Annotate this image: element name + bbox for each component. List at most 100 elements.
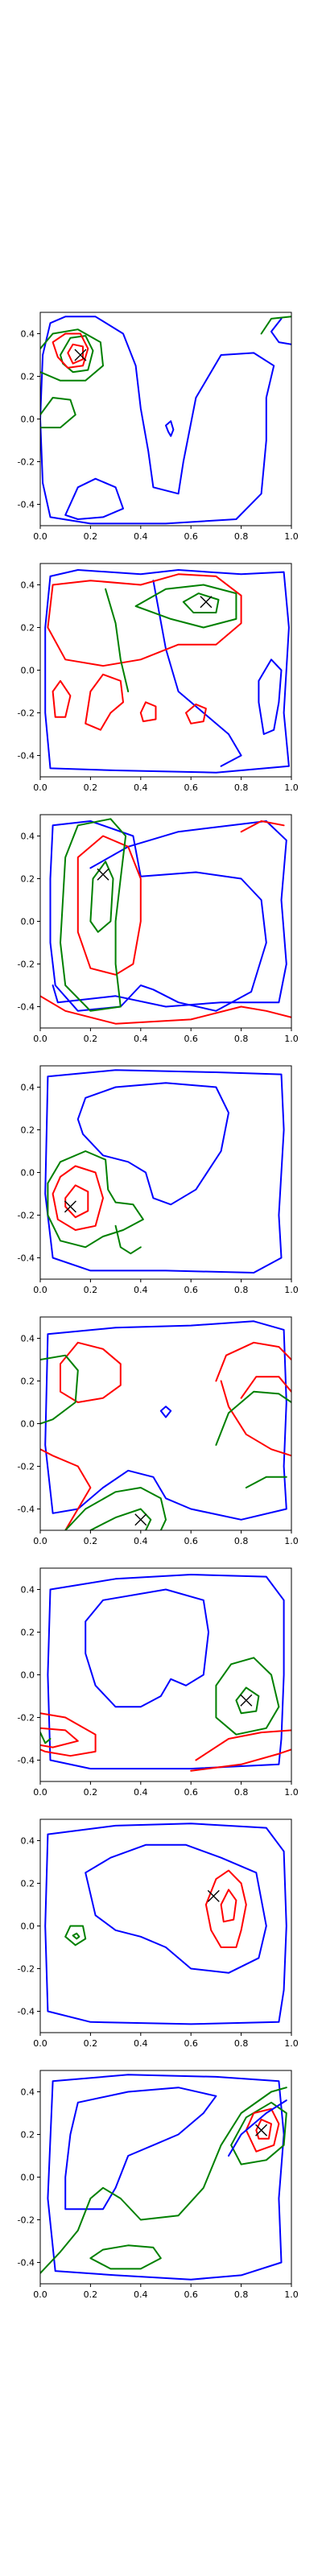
- x-tick-label: 1.0: [284, 2038, 299, 2049]
- contour-line-3: [165, 420, 175, 437]
- x-tick-label: 0.6: [184, 1285, 198, 1295]
- contour-line-6: [114, 1224, 142, 1255]
- y-tick-label: 0.0: [21, 1922, 35, 1932]
- x-tick-label: 0.4: [134, 2038, 148, 2049]
- contour-line-1: [44, 1069, 285, 1274]
- contour-line-6: [85, 673, 124, 731]
- y-tick-label: 0.4: [21, 329, 35, 340]
- contour-line-8: [260, 316, 291, 335]
- x-tick-label: 0.6: [184, 2038, 198, 2049]
- x-tick-label: 0.0: [33, 1536, 47, 1546]
- contour-line-2: [64, 477, 124, 520]
- y-tick-label: -0.4: [18, 2007, 35, 2017]
- subplot-5: 0.0 0.2 0.4 0.6 0.8 1.0 0.4 0.2 0.0 -0.2 -0.4: [18, 1316, 299, 1546]
- x-tick-label: 0.2: [84, 1536, 98, 1546]
- contour-lines: [44, 569, 290, 774]
- x-tick-label: 1.0: [284, 2289, 299, 2300]
- subplot-2: 0.0 0.2 0.4 0.6 0.8 1.0 0.4 0.2 0.0 -0.2 -0.4: [18, 563, 299, 793]
- y-tick-label: -0.4: [18, 1505, 35, 1515]
- x-tick-label: 0.2: [84, 531, 98, 542]
- contour-line-4: [220, 1380, 291, 1457]
- x-tick-label: 0.6: [184, 782, 198, 793]
- x-tick-label: 0.4: [134, 2289, 148, 2300]
- x-tick-label: 0.0: [33, 2038, 47, 2049]
- contour-line-5: [52, 679, 72, 718]
- contour-lines: [44, 1069, 285, 1274]
- contour-line-2: [64, 2087, 217, 2211]
- y-tick-label: 0.2: [21, 1125, 35, 1136]
- contour-lines: [40, 1320, 291, 1530]
- x-marker: [74, 349, 87, 361]
- x-tick-label: 0.8: [234, 2038, 249, 2049]
- y-tick-label: 0.2: [21, 372, 35, 382]
- contour-line-2: [85, 1843, 267, 1974]
- contour-line-1: [47, 2074, 285, 2281]
- x-tick-label: 0.6: [184, 1787, 198, 1798]
- x-tick-label: 0.8: [234, 782, 249, 793]
- y-tick-label: -0.4: [18, 500, 35, 510]
- contour-line-5: [47, 1150, 144, 1249]
- contour-line-4: [270, 317, 291, 345]
- contour-line-9: [52, 332, 89, 369]
- y-tick-label: 0.0: [21, 666, 35, 676]
- y-tick-label: 0.0: [21, 917, 35, 927]
- y-tick-label: -0.4: [18, 2258, 35, 2268]
- contour-line-2: [152, 580, 242, 767]
- x-tick-label: 0.2: [84, 2289, 98, 2300]
- x-tick-label: 0.6: [184, 531, 198, 542]
- y-tick-label: -0.4: [18, 1002, 35, 1013]
- contour-line-6: [40, 1448, 92, 1530]
- contour-line-7: [60, 1341, 122, 1403]
- y-tick-label: -0.2: [18, 457, 35, 468]
- contour-line-3: [40, 2087, 287, 2274]
- x-tick-label: 0.2: [84, 782, 98, 793]
- contour-line-7: [40, 1727, 79, 1748]
- y-tick-label: 0.0: [21, 2173, 35, 2183]
- contour-line-10: [245, 1476, 287, 1488]
- y-tick-label: 0.0: [21, 1670, 35, 1681]
- x-tick-label: 0.4: [134, 1034, 148, 1044]
- contour-line-8: [195, 1729, 291, 1761]
- contour-line-1: [40, 316, 275, 525]
- y-tick-label: 0.2: [21, 2130, 35, 2140]
- x-tick-label: 0.0: [33, 1787, 47, 1798]
- x-tick-label: 0.8: [234, 1285, 249, 1295]
- contour-line-5: [89, 2244, 162, 2270]
- x-tick-label: 1.0: [284, 531, 299, 542]
- x-tick-label: 0.4: [134, 1787, 148, 1798]
- x-tick-label: 0.4: [134, 1285, 148, 1295]
- subplot-1: 0.0 0.2 0.4 0.6 0.8 1.0 0.4 0.2 0.0 -0.2 -0.4: [18, 312, 299, 542]
- contour-line-7: [139, 701, 157, 723]
- axes-frame: [39, 312, 292, 526]
- x-tick-label: 0.4: [134, 531, 148, 542]
- contour-line-4: [230, 2101, 287, 2165]
- contour-lines: [40, 1574, 291, 1772]
- contour-line-6: [245, 2107, 280, 2153]
- contour-line-2: [52, 820, 287, 1008]
- y-tick-label: 0.2: [21, 1628, 35, 1638]
- x-tick-label: 0.8: [234, 2289, 249, 2300]
- axes-frame: [39, 563, 292, 778]
- subplot-3: 0.0 0.2 0.4 0.6 0.8 1.0 0.4 0.2 0.0 -0.2 -0.4: [18, 814, 299, 1044]
- y-tick-label: 0.4: [21, 1836, 35, 1847]
- x-marker: [200, 596, 213, 609]
- y-tick-label: 0.0: [21, 1419, 35, 1430]
- contour-line-5: [64, 1925, 87, 1946]
- contour-line-11: [64, 1487, 167, 1530]
- contour-line-4: [220, 1889, 237, 1923]
- x-tick-label: 0.6: [184, 1536, 198, 1546]
- x-tick-label: 0.6: [184, 2289, 198, 2300]
- contour-line-9: [215, 1390, 291, 1446]
- y-tick-label: 0.2: [21, 874, 35, 885]
- x-tick-label: 0.8: [234, 1536, 249, 1546]
- contour-line-5: [40, 1732, 52, 1744]
- contour-line-1: [44, 1320, 287, 1521]
- x-tick-label: 0.6: [184, 1034, 198, 1044]
- x-tick-label: 1.0: [284, 782, 299, 793]
- contour-line-6: [60, 818, 127, 1012]
- x-tick-label: 0.8: [234, 531, 249, 542]
- contour-line-2: [159, 1406, 172, 1418]
- contour-line-3: [215, 1657, 280, 1736]
- contour-line-4: [64, 1184, 89, 1219]
